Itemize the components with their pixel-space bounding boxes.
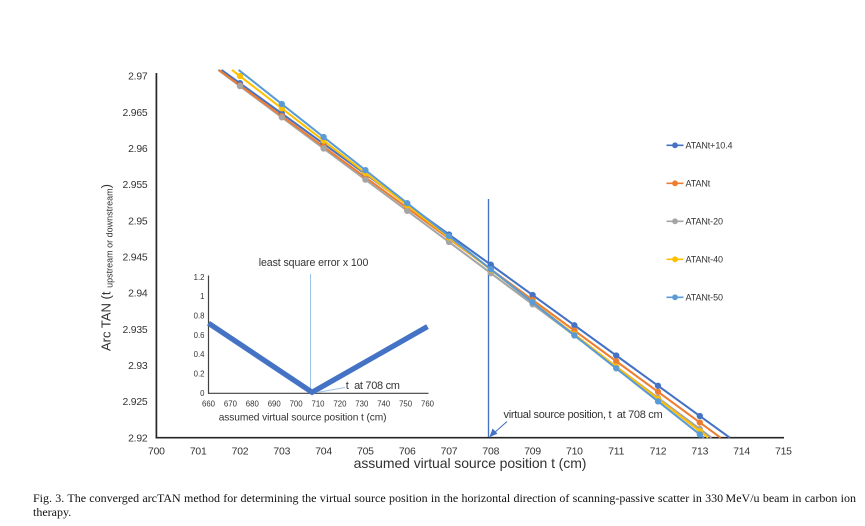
svg-text:740: 740: [377, 400, 391, 409]
svg-text:707: 707: [441, 446, 458, 457]
svg-text:700: 700: [148, 446, 165, 457]
svg-text:2.93: 2.93: [128, 361, 148, 372]
svg-text:2.94: 2.94: [128, 289, 148, 300]
svg-text:709: 709: [524, 446, 541, 457]
svg-text:2.95: 2.95: [128, 216, 148, 227]
svg-text:702: 702: [232, 446, 249, 457]
svg-text:730: 730: [355, 400, 369, 409]
svg-text:711: 711: [608, 446, 624, 457]
svg-text:ATANt-40: ATANt-40: [686, 255, 723, 265]
svg-text:Arc TAN (t upstream or downstr: Arc TAN (t upstream or downstream): [99, 184, 115, 351]
svg-text:t at 708 cm: t at 708 cm: [346, 380, 400, 392]
svg-text:703: 703: [273, 446, 290, 457]
svg-text:705: 705: [357, 446, 374, 457]
svg-text:2.965: 2.965: [122, 108, 147, 119]
svg-text:0.6: 0.6: [194, 331, 205, 340]
svg-text:2.97: 2.97: [128, 72, 148, 83]
svg-text:714: 714: [733, 446, 750, 457]
svg-text:2.935: 2.935: [122, 325, 147, 336]
svg-text:680: 680: [246, 400, 260, 409]
svg-text:2.96: 2.96: [128, 144, 148, 155]
svg-text:1.2: 1.2: [194, 273, 205, 282]
svg-text:660: 660: [202, 400, 216, 409]
svg-text:0.4: 0.4: [194, 350, 206, 359]
svg-text:0.8: 0.8: [194, 312, 205, 321]
svg-text:virtual source position, t at: virtual source position, t at 708 cm: [504, 409, 663, 421]
svg-text:708: 708: [482, 446, 499, 457]
svg-text:ATANt+10.4: ATANt+10.4: [686, 141, 733, 151]
svg-text:ATANt-50: ATANt-50: [686, 293, 723, 303]
svg-text:0: 0: [200, 389, 205, 398]
svg-text:704: 704: [315, 446, 332, 457]
svg-text:2.925: 2.925: [122, 397, 147, 408]
svg-text:0.2: 0.2: [194, 370, 205, 379]
svg-text:715: 715: [775, 446, 792, 457]
svg-text:2.955: 2.955: [122, 180, 147, 191]
svg-text:701: 701: [190, 446, 207, 457]
svg-text:690: 690: [268, 400, 282, 409]
svg-text:670: 670: [224, 400, 238, 409]
svg-text:1: 1: [200, 292, 204, 301]
svg-text:ATANt-20: ATANt-20: [686, 217, 723, 227]
svg-text:760: 760: [421, 400, 435, 409]
svg-text:710: 710: [566, 446, 583, 457]
svg-text:ATANt: ATANt: [686, 179, 711, 189]
svg-text:720: 720: [333, 400, 347, 409]
svg-text:750: 750: [399, 400, 413, 409]
svg-text:assumed virtual source positio: assumed virtual source position t (cm): [219, 413, 387, 424]
svg-text:2.945: 2.945: [122, 253, 147, 264]
svg-text:712: 712: [650, 446, 667, 457]
svg-text:713: 713: [691, 446, 708, 457]
svg-text:710: 710: [311, 400, 325, 409]
svg-text:assumed virtual source positio: assumed virtual source position t (cm): [354, 455, 587, 471]
svg-text:706: 706: [399, 446, 416, 457]
svg-text:2.92: 2.92: [128, 433, 148, 444]
svg-text:least square error x 100: least square error x 100: [259, 257, 369, 269]
svg-text:700: 700: [290, 400, 304, 409]
